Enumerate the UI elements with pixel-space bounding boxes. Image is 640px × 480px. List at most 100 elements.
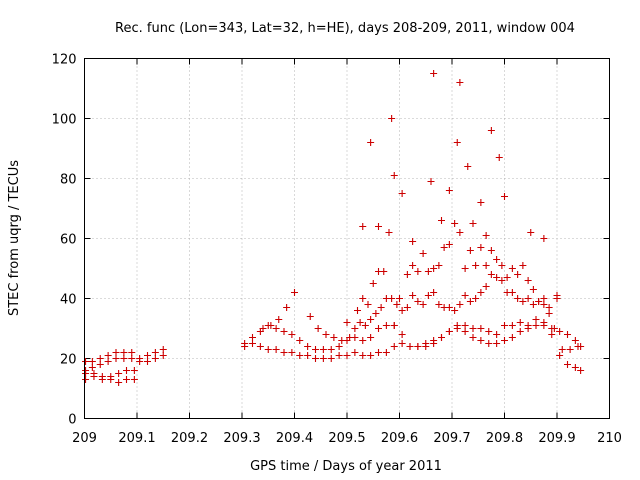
data-point [477,325,485,332]
data-point [501,322,508,329]
data-point [571,364,579,371]
data-point [461,292,469,299]
data-point [527,229,535,236]
data-point [128,355,136,362]
data-point [335,352,343,359]
data-point [466,298,474,305]
data-point [327,355,335,362]
data-point [532,322,540,329]
data-point [501,337,508,344]
data-point [424,268,432,275]
data-point [469,334,477,341]
data-point [498,277,506,284]
x-tick-label: 209.2 [171,431,208,446]
data-point [107,376,115,383]
data-point [385,229,393,236]
data-point [414,268,422,275]
data-point [382,349,390,356]
data-point [409,292,417,299]
data-point [388,115,396,122]
data-point [304,343,312,350]
data-point [388,295,396,302]
data-point [296,352,304,359]
x-tick-label: 209.1 [118,431,155,446]
y-tick-label: 20 [60,353,77,368]
y-tick-label: 0 [68,413,76,428]
data-point [508,289,516,296]
data-point [319,355,327,362]
data-point [451,307,459,314]
data-point [327,346,335,353]
data-point [159,346,167,353]
data-point [272,346,280,353]
data-point [96,361,104,368]
data-point [508,265,516,272]
data-point [398,190,406,197]
data-point [524,322,532,329]
x-tick-label: 209.6 [381,431,418,446]
data-point [430,70,438,77]
data-point [312,355,319,362]
data-point [419,250,427,257]
data-point [398,340,406,347]
data-point [453,139,461,146]
data-point [280,328,288,335]
data-point [422,343,430,350]
data-point [440,244,448,251]
data-point [288,331,296,338]
x-tick-labels: 209 209.1 209.2 209.3 209.4 209.5 209.6 209.7 20… [72,431,622,446]
data-point [115,379,123,386]
data-point [359,337,367,344]
data-point [430,265,438,272]
data-point [104,352,112,359]
data-point [354,307,361,314]
x-tick-label: 209.4 [276,431,313,446]
data-point [414,343,422,350]
data-point [574,343,582,350]
data-point [296,337,304,344]
data-point [304,352,312,359]
data-point [128,349,136,356]
data-point [482,232,490,239]
data-point [451,220,459,227]
data-point [461,265,469,272]
data-point [338,337,346,344]
data-point [435,262,443,269]
data-point [249,334,256,341]
plot-frame [84,58,610,419]
data-point [519,298,527,305]
data-point [144,352,151,359]
data-point [375,349,382,356]
data-point [498,262,506,269]
data-point [96,355,104,362]
data-point [529,301,537,308]
data-point [398,307,406,314]
x-axis-label: GPS time / Days of year 2011 [250,459,442,474]
data-point [445,328,453,335]
data-point [351,325,359,332]
data-point [482,283,490,290]
data-point [564,361,571,368]
data-point [312,346,319,353]
data-point [508,322,516,329]
data-point [427,178,435,185]
data-point [396,295,403,302]
data-point [514,271,522,278]
x-tick-label: 209 [72,431,97,446]
data-points [82,70,585,386]
data-point [577,367,585,374]
data-point [469,325,477,332]
data-point [267,322,275,329]
data-point [424,292,432,299]
data-point [514,295,522,302]
data-point [477,199,485,206]
data-point [435,301,443,308]
data-point [461,322,469,329]
y-tick-label: 100 [52,113,77,128]
data-point [367,352,375,359]
data-point [456,79,464,86]
x-tick-label: 209.5 [328,431,365,446]
data-point [548,331,556,338]
data-point [375,223,382,230]
